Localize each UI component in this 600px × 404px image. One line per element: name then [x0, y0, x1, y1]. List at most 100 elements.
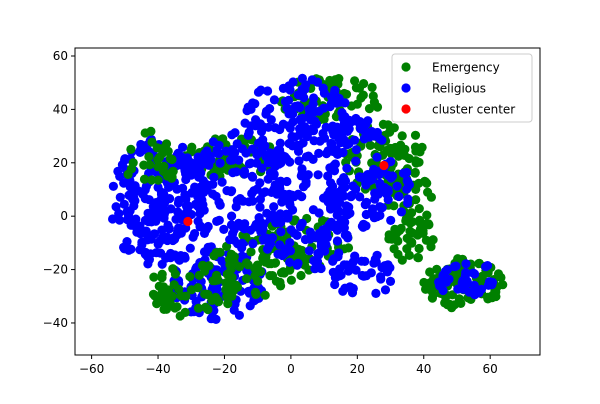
- emergency-point: [170, 269, 180, 279]
- religious-point: [438, 285, 448, 296]
- religious-point: [333, 149, 343, 159]
- religious-point: [338, 286, 348, 296]
- religious-point: [284, 95, 294, 105]
- emergency-point: [423, 187, 433, 197]
- religious-point: [392, 181, 402, 191]
- religious-point: [231, 167, 241, 177]
- emergency-point: [411, 195, 421, 205]
- religious-point: [180, 253, 190, 263]
- religious-point: [280, 152, 290, 162]
- emergency-point: [286, 275, 296, 285]
- religious-point: [320, 246, 330, 256]
- religious-point: [342, 260, 352, 270]
- emergency-point: [261, 252, 271, 262]
- religious-point: [219, 224, 229, 234]
- emergency-point: [393, 236, 403, 246]
- religious-point: [311, 119, 322, 129]
- religious-point: [355, 192, 365, 202]
- religious-point: [180, 158, 190, 168]
- religious-point: [396, 207, 406, 217]
- emergency-point: [157, 269, 167, 279]
- religious-point: [290, 132, 300, 142]
- religious-point: [294, 156, 304, 166]
- religious-point: [351, 145, 361, 155]
- religious-point: [246, 158, 256, 168]
- religious-point: [304, 246, 314, 256]
- religious-point: [318, 225, 328, 235]
- emergency-point: [200, 289, 210, 299]
- religious-point: [269, 202, 279, 212]
- y-tick-label: 0: [60, 209, 68, 223]
- religious-point: [108, 181, 118, 191]
- religious-point: [227, 186, 237, 196]
- religious-point: [277, 197, 287, 207]
- religious-point: [367, 174, 377, 185]
- religious-point: [201, 179, 211, 190]
- religious-point: [124, 245, 134, 255]
- emergency-point: [415, 218, 425, 228]
- emergency-point: [358, 90, 368, 100]
- religious-point: [214, 140, 224, 150]
- religious-point: [350, 251, 360, 261]
- religious-point: [303, 151, 314, 161]
- religious-point: [162, 235, 172, 246]
- religious-point: [111, 202, 121, 212]
- x-tick-label: −20: [212, 362, 237, 376]
- religious-point: [348, 181, 358, 191]
- emergency-point: [490, 291, 500, 301]
- religious-point: [248, 239, 258, 249]
- emergency-point: [418, 228, 428, 238]
- religious-point: [277, 250, 287, 261]
- religious-point: [212, 284, 222, 294]
- religious-point: [285, 257, 295, 267]
- emergency-point: [414, 204, 424, 214]
- emergency-point: [223, 299, 233, 309]
- y-tick-label: −40: [43, 316, 68, 330]
- religious-point: [155, 236, 165, 246]
- religious-point: [131, 214, 141, 224]
- emergency-point: [241, 258, 252, 268]
- religious-point: [300, 122, 310, 132]
- religious-point: [234, 310, 244, 320]
- religious-point: [304, 104, 314, 114]
- religious-point: [141, 181, 151, 191]
- religious-point: [165, 253, 176, 263]
- emergency-point: [229, 252, 239, 262]
- religious-point: [255, 194, 265, 204]
- emergency-point: [159, 161, 169, 171]
- emergency-point: [267, 271, 278, 281]
- emergency-point: [386, 149, 396, 159]
- emergency-point: [365, 140, 375, 150]
- religious-point: [217, 177, 227, 187]
- emergency-point: [294, 244, 304, 255]
- emergency-point: [152, 299, 162, 309]
- religious-point: [186, 209, 196, 220]
- religious-point: [204, 160, 214, 170]
- religious-point: [355, 172, 365, 182]
- emergency-point: [385, 127, 395, 137]
- emergency-point: [351, 83, 361, 93]
- religious-point: [312, 77, 323, 87]
- emergency-point: [241, 274, 252, 284]
- religious-point: [285, 238, 295, 248]
- religious-point: [326, 178, 336, 188]
- emergency-point: [140, 128, 150, 138]
- religious-point: [255, 217, 265, 227]
- religious-point: [461, 268, 471, 278]
- religious-point: [155, 196, 165, 206]
- y-tick-label: −20: [43, 263, 68, 277]
- emergency-point: [359, 79, 369, 89]
- emergency-point: [180, 307, 190, 317]
- emergency-point: [193, 303, 204, 313]
- religious-point: [342, 163, 352, 173]
- emergency-point: [383, 120, 393, 130]
- emergency-point: [410, 167, 420, 178]
- religious-point: [262, 244, 273, 254]
- religious-point: [292, 230, 302, 240]
- emergency-point: [396, 146, 406, 156]
- legend: Emergency Religious cluster center: [391, 53, 533, 123]
- emergency-point: [428, 290, 438, 300]
- religious-point: [143, 259, 153, 269]
- emergency-point: [402, 233, 412, 243]
